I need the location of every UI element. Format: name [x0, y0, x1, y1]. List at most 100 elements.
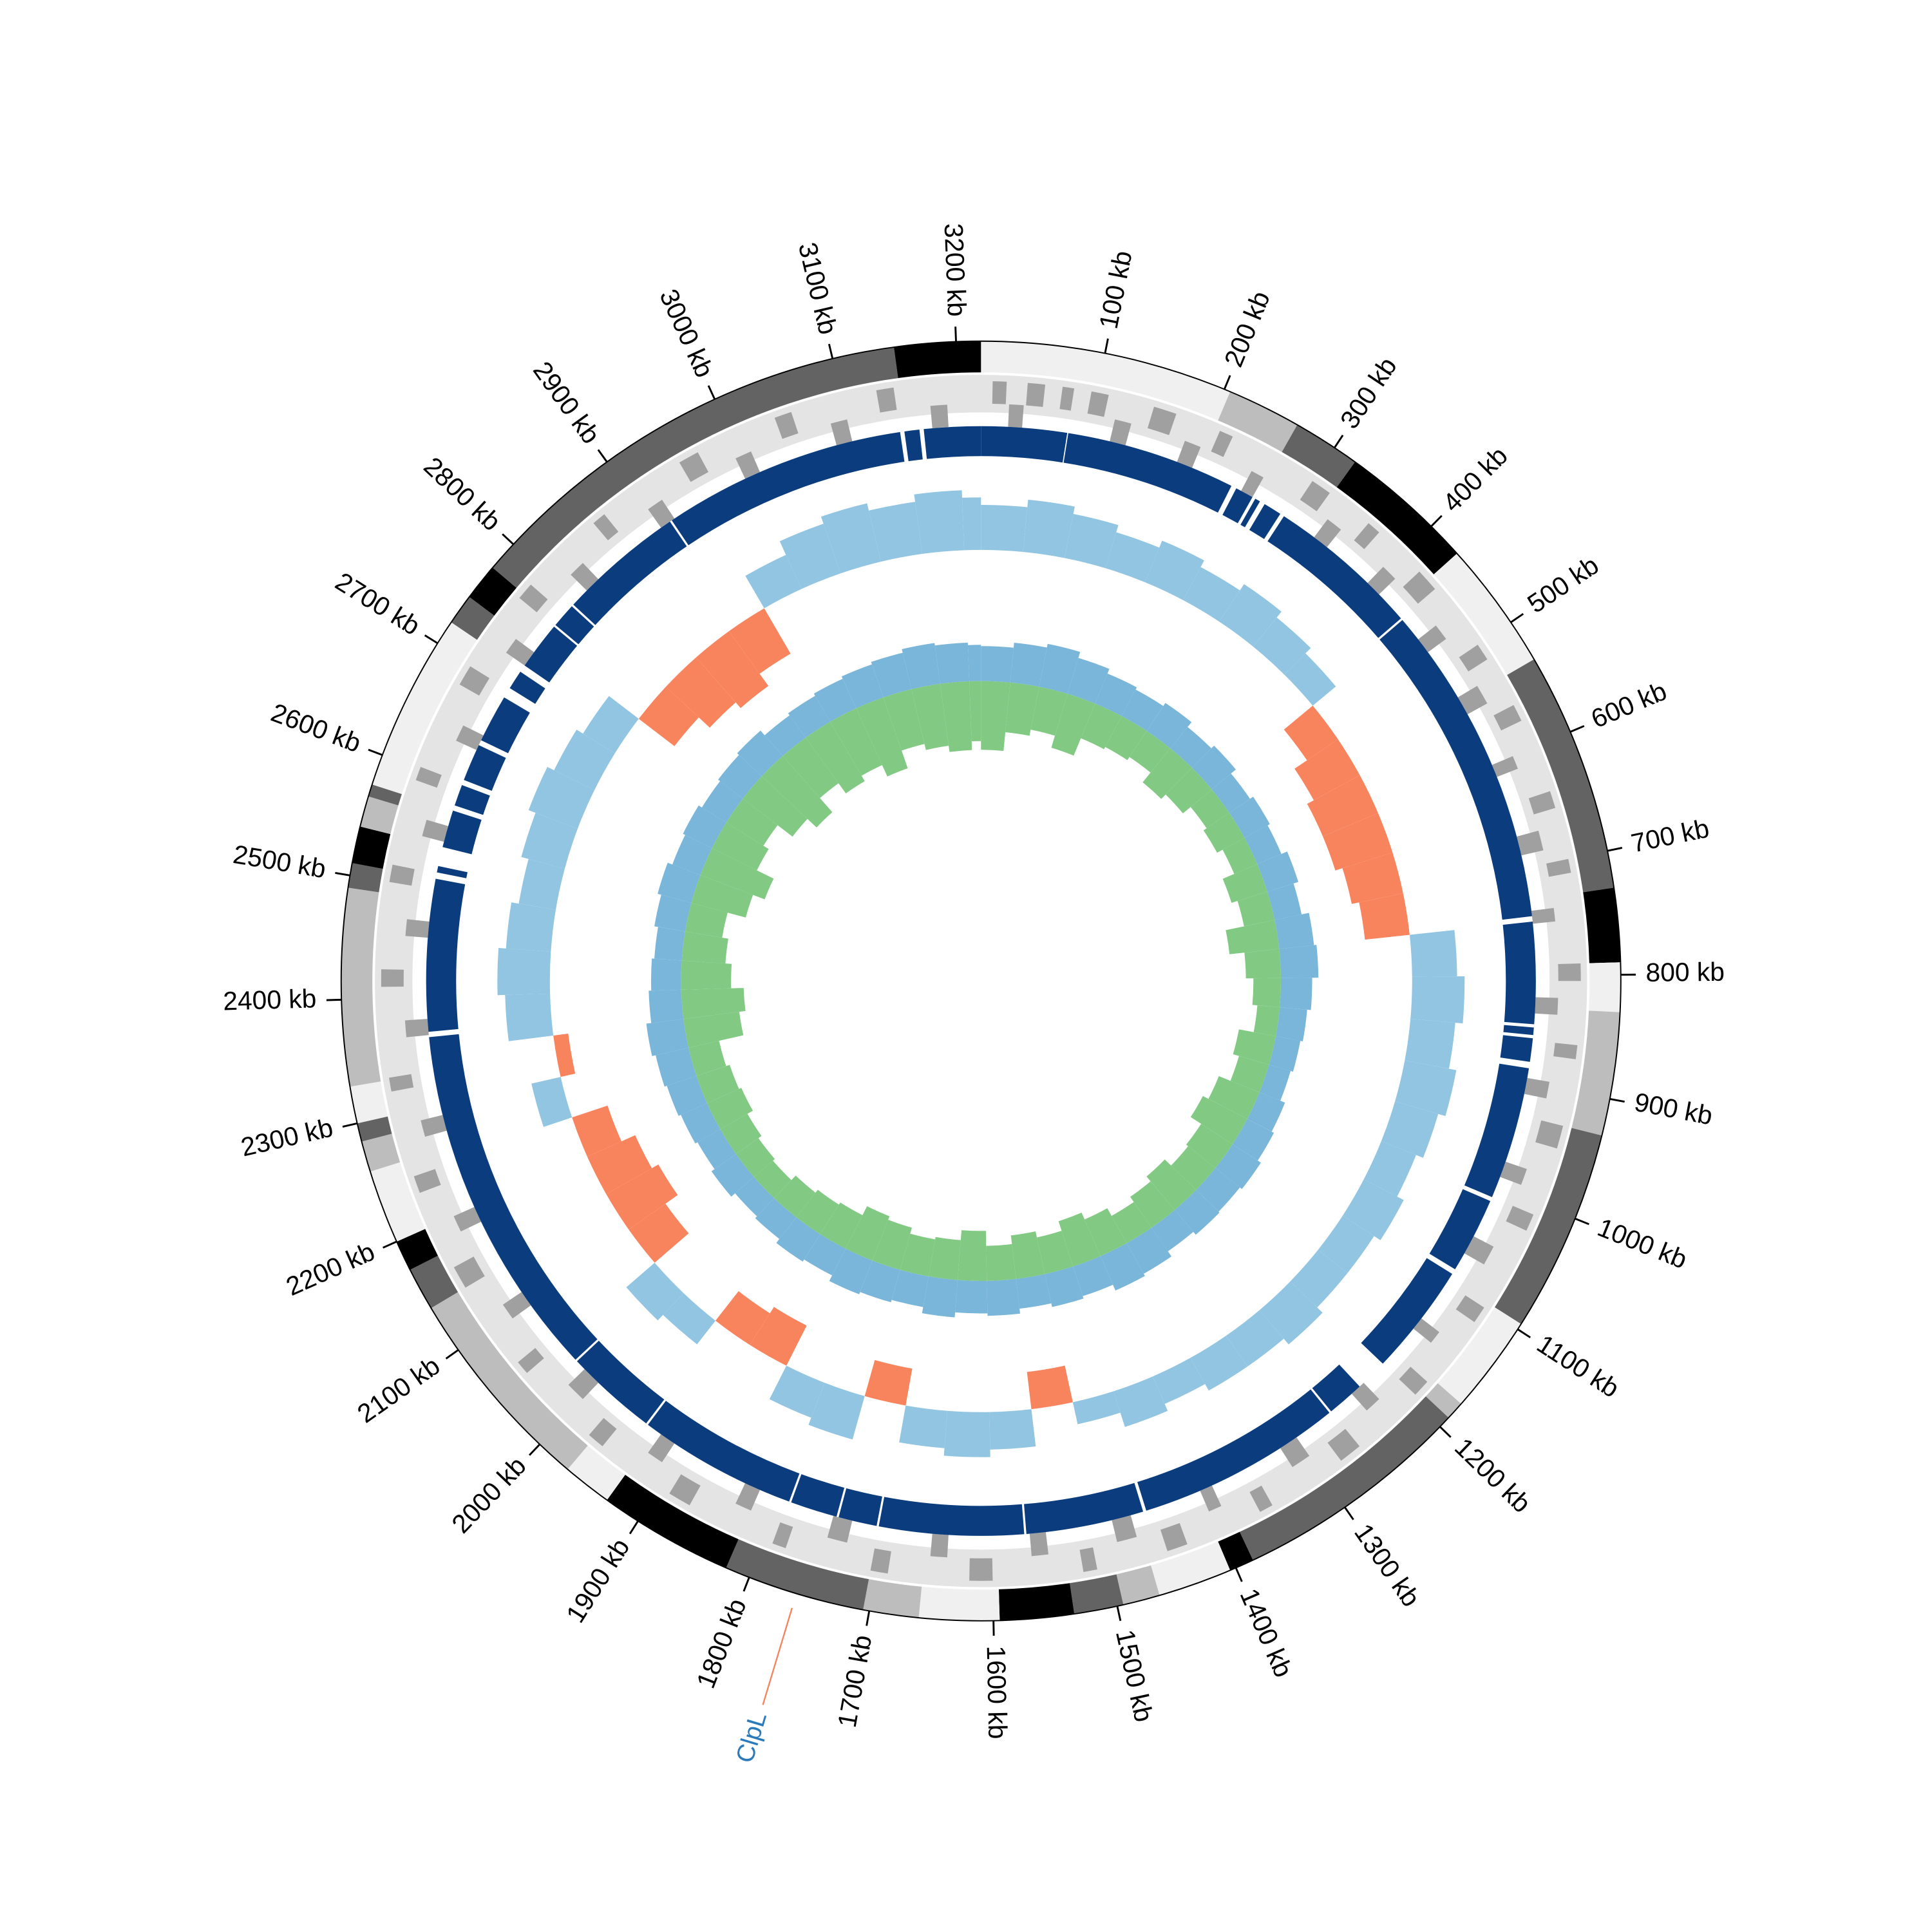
segment [1312, 1364, 1360, 1412]
ideogram-band [1583, 887, 1621, 963]
content-bar [1151, 1209, 1194, 1252]
skew-bar [1381, 1101, 1439, 1158]
gene [774, 412, 799, 439]
segment [672, 431, 905, 545]
ideogram-band [1218, 392, 1298, 452]
tick-mark [1104, 338, 1109, 354]
gene [1327, 1428, 1360, 1461]
gene [1354, 523, 1379, 549]
tick-mark [368, 748, 383, 756]
tick-mark [445, 1349, 459, 1359]
content-bar [1247, 1092, 1285, 1132]
content-bar [1170, 726, 1212, 768]
skew-bar [696, 631, 769, 708]
skew-bar [1253, 617, 1311, 675]
content-bar [1253, 1005, 1280, 1037]
skew-bar [1226, 1310, 1284, 1367]
content-bar [691, 875, 753, 918]
content-bar [764, 715, 806, 756]
skew-bar [1409, 930, 1457, 977]
skew-bar [769, 1365, 825, 1418]
skew-bar [1294, 739, 1360, 800]
skew-bar [1318, 1215, 1374, 1273]
tick-label: 2900 kb [527, 356, 606, 450]
content-bar [753, 1160, 791, 1198]
gene [1160, 1523, 1188, 1551]
skew-bar [1219, 584, 1282, 647]
content-bar [957, 1230, 987, 1282]
content-bar [1166, 768, 1212, 814]
tick-mark [342, 1122, 357, 1128]
ideogram-band [368, 784, 402, 806]
skew-bar [572, 1105, 622, 1157]
segment [464, 745, 506, 791]
tick-label: 1600 kb [981, 1645, 1013, 1739]
gene [1500, 1161, 1527, 1185]
content-bar [796, 1189, 839, 1235]
gene [1418, 625, 1446, 652]
tick-mark [629, 1520, 639, 1535]
gene [1087, 391, 1109, 417]
content-bar [841, 664, 884, 708]
content-bar [735, 1138, 775, 1177]
tick-label: 2200 kb [281, 1236, 379, 1302]
content-bar [860, 1260, 900, 1303]
content-bar [846, 1206, 890, 1261]
tick-mark [326, 998, 342, 1001]
annotation-line [762, 1607, 793, 1705]
tick-label: 2400 kb [223, 983, 317, 1016]
content-bar [1142, 748, 1192, 799]
skew-bar [899, 1405, 948, 1448]
content-bar [700, 848, 774, 900]
content-bar [735, 1177, 775, 1217]
skew-bar [943, 1410, 990, 1457]
skew-bar [1342, 852, 1403, 904]
gene [413, 1169, 441, 1193]
segment [437, 866, 468, 878]
content-bar [1146, 1159, 1197, 1210]
content-bar [1190, 1095, 1247, 1144]
tick-mark [707, 385, 716, 400]
content-bar [683, 1012, 744, 1048]
content-bar [1100, 1243, 1145, 1291]
ideogram-band [1434, 553, 1535, 676]
skew-bar [1323, 813, 1393, 871]
gene [870, 1548, 891, 1574]
ideogram-band [1589, 962, 1621, 1012]
content-bar [1229, 797, 1270, 838]
tick-mark [1334, 434, 1344, 448]
tick-label: 800 kb [1645, 957, 1725, 987]
skew-bar [1027, 1365, 1073, 1410]
content-bar [1030, 687, 1068, 736]
gene [453, 1207, 482, 1232]
content-bar [718, 755, 762, 799]
content-bar [891, 1269, 929, 1307]
skew-bar [1065, 513, 1119, 569]
tick-label: 700 kb [1629, 813, 1712, 858]
tick-label: 200 kb [1218, 287, 1276, 371]
segment [838, 1488, 882, 1526]
content-bar [883, 689, 925, 751]
gene [735, 1483, 761, 1511]
ideogram-band [370, 1162, 426, 1242]
content-bar [1215, 1144, 1261, 1189]
content-bar [1269, 1036, 1301, 1072]
content-bar [774, 1175, 816, 1218]
skew-bar [1144, 540, 1204, 600]
tick-label: 400 kb [1437, 440, 1513, 517]
tick-mark [1609, 1097, 1625, 1103]
gene [648, 1434, 675, 1463]
content-bar [1073, 1256, 1113, 1296]
gene [1399, 1367, 1428, 1395]
tick-mark [1607, 846, 1623, 852]
content-bar [1037, 1231, 1074, 1274]
segment [923, 426, 981, 459]
gene [456, 725, 484, 750]
segment [878, 1497, 1025, 1536]
tick-mark [743, 1577, 750, 1592]
segment [555, 606, 594, 645]
gene [506, 639, 535, 666]
content-bar [1067, 658, 1110, 704]
gene [1300, 480, 1330, 511]
skew-bar [606, 1164, 678, 1230]
